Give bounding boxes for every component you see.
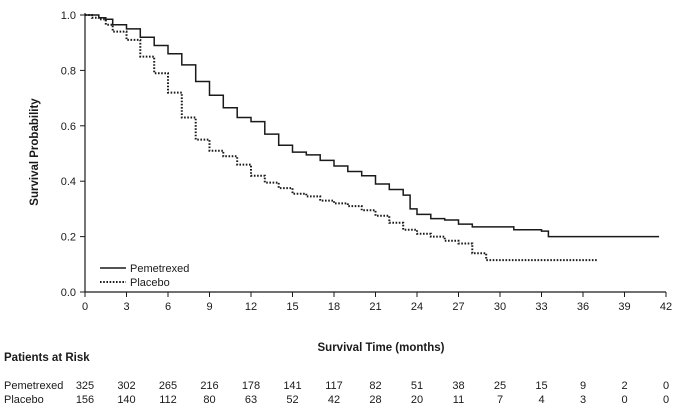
risk-cell: 178: [241, 380, 261, 392]
risk-cell: 9: [579, 380, 587, 392]
x-tick-label: 0: [82, 301, 88, 313]
risk-row-label: Placebo: [4, 394, 44, 406]
x-tick-label: 12: [245, 301, 257, 313]
risk-cell: 112: [159, 394, 177, 406]
y-tick-label: 0.6: [61, 121, 76, 133]
risk-cell: 216: [200, 380, 219, 392]
x-tick-label: 21: [369, 301, 381, 313]
risk-cell: 140: [117, 394, 136, 406]
plot-area: [84, 13, 666, 293]
risk-cell: 25: [493, 380, 507, 392]
x-tick-label: 3: [123, 301, 129, 313]
risk-cell: 11: [452, 394, 465, 406]
risk-cell: 302: [117, 380, 136, 392]
risk-cell: 15: [535, 380, 548, 392]
x-axis-ticks: 0 3 6 9 12 15 18 21 24 27 30 33 36 39 42: [82, 292, 672, 313]
risk-row-label: Pemetrexed: [4, 380, 64, 392]
legend-label-pemetrexed: Pemetrexed: [130, 263, 189, 275]
x-tick-label: 15: [286, 301, 298, 313]
risk-cell: 28: [369, 394, 382, 406]
legend: Pemetrexed Placebo: [100, 263, 189, 289]
x-tick-label: 33: [535, 301, 547, 313]
y-axis-ticks: 0.0 0.2 0.4 0.6 0.8 1.0: [61, 10, 85, 299]
risk-cell: 0: [662, 380, 670, 392]
risk-cell: 52: [286, 394, 299, 406]
risk-cell: 51: [410, 380, 424, 392]
risk-cell: 4: [538, 394, 545, 406]
y-tick-label: 0.0: [61, 287, 76, 299]
risk-cell: 7: [496, 394, 504, 406]
risk-cell: 2: [621, 380, 628, 392]
risk-cell: 80: [203, 394, 216, 406]
risk-cell: 156: [75, 394, 95, 406]
series-line-placebo: [85, 14, 597, 262]
risk-cell: 82: [369, 380, 382, 392]
risk-cell: 265: [158, 380, 178, 392]
risk-cell: 117: [325, 380, 343, 392]
risk-cell: 38: [452, 380, 465, 392]
risk-cell: 3: [579, 394, 587, 406]
x-tick-label: 6: [165, 301, 171, 313]
risk-cell: 20: [410, 394, 424, 406]
y-tick-label: 0.8: [61, 65, 76, 77]
x-axis-label: Survival Time (months): [318, 342, 445, 354]
x-tick-label: 9: [206, 301, 212, 313]
x-tick-label: 42: [660, 301, 672, 313]
legend-label-placebo: Placebo: [130, 277, 170, 289]
risk-cell: 325: [75, 380, 95, 392]
x-tick-label: 27: [452, 301, 464, 313]
risk-cell: 0: [621, 394, 628, 406]
series-line-pemetrexed: [85, 14, 660, 238]
risk-cell: 141: [283, 380, 302, 392]
x-tick-label: 39: [618, 301, 630, 313]
series-layer: [85, 14, 660, 262]
y-axis-label: Survival Probability: [29, 98, 41, 206]
x-tick-label: 36: [577, 301, 589, 313]
risk-cell: 42: [327, 394, 341, 406]
risk-table-title: Patients at Risk: [4, 352, 90, 364]
y-tick-label: 1.0: [61, 10, 76, 22]
y-tick-label: 0.2: [61, 232, 76, 244]
x-tick-label: 24: [411, 301, 423, 313]
y-tick-label: 0.4: [61, 176, 76, 188]
risk-cell: 0: [662, 394, 670, 406]
x-tick-label: 30: [494, 301, 506, 313]
x-tick-label: 18: [328, 301, 340, 313]
risk-cell: 63: [244, 394, 258, 406]
